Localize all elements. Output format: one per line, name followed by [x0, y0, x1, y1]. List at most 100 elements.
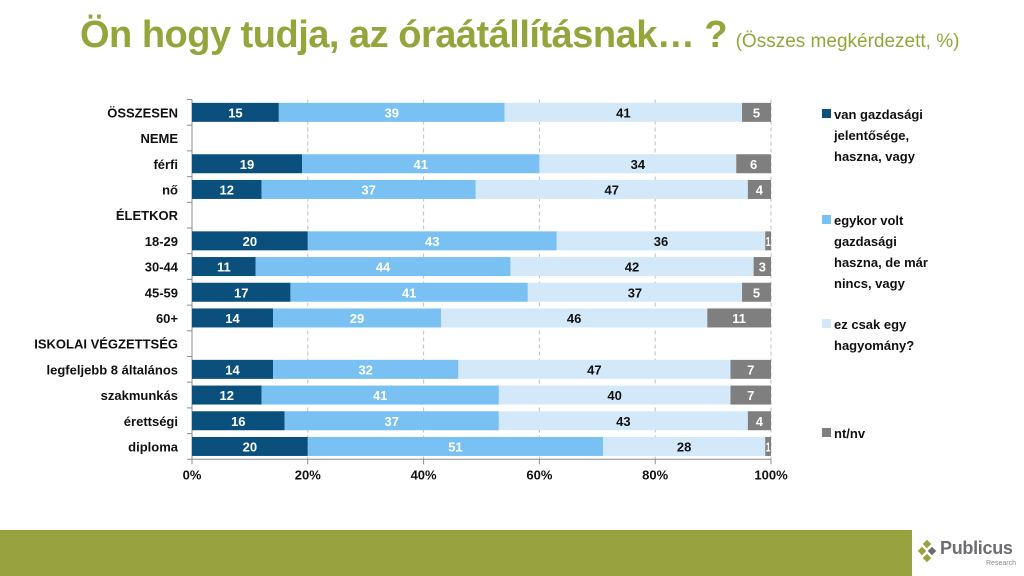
legend-label-line: jelentősége,: [834, 128, 910, 143]
bar-segment: [539, 154, 737, 174]
data-label: 7: [747, 362, 754, 377]
bar-segment: [498, 385, 731, 405]
data-label: 20: [243, 234, 257, 249]
bar-segment: [747, 179, 771, 199]
data-label: 36: [654, 234, 668, 249]
footer-band: [0, 530, 912, 576]
category-label: 18-29: [145, 234, 178, 249]
category-label: ÖSSZESEN: [107, 105, 178, 120]
bar-segment: [192, 154, 303, 174]
bar-segment: [192, 411, 285, 431]
bar-segment: [192, 179, 262, 199]
data-label: 19: [240, 157, 254, 172]
bar-segment: [730, 385, 771, 405]
data-label: 15: [228, 105, 242, 120]
bar-segment: [302, 154, 540, 174]
bar-segment: [192, 359, 274, 379]
category-label: érettségi: [124, 414, 178, 429]
bar-segment: [273, 308, 441, 328]
category-label: ISKOLAI VÉGZETTSÉG: [34, 337, 178, 352]
data-label: 1: [766, 439, 771, 454]
chart-title: Ön hogy tudja, az óraátállításnak… ? (Ös…: [80, 14, 959, 57]
bar-segment: [290, 282, 528, 302]
bar-segment: [192, 385, 262, 405]
bar-segment: [458, 359, 731, 379]
data-label: 29: [350, 311, 364, 326]
legend-label-line: haszna, de már: [834, 255, 928, 270]
x-tick-label: 80%: [642, 467, 668, 482]
legend-label-line: hagyomány?: [834, 338, 915, 353]
bar-segment: [255, 257, 511, 277]
bar-segment: [742, 102, 771, 122]
logo-diamonds-icon: [917, 540, 937, 563]
category-label: 45-59: [145, 285, 178, 300]
category-label: legfeljebb 8 általános: [47, 362, 179, 377]
publicus-logo: Publicus Research: [916, 536, 1024, 574]
bar-segment: [556, 231, 766, 251]
category-label: 60+: [156, 311, 178, 326]
bar-segment: [284, 411, 499, 431]
bar-segment: [510, 257, 754, 277]
logo-word: Publicus: [940, 538, 1013, 558]
bar-segment: [192, 282, 291, 302]
legend-item: egykor volt gazdasági haszna, de már nincs,…: [822, 210, 1014, 294]
bar-segment: [261, 385, 499, 405]
data-label: 41: [373, 388, 387, 403]
data-label: 16: [231, 414, 245, 429]
legend-swatch: [822, 109, 831, 118]
x-tick-label: 60%: [526, 467, 552, 482]
data-label: 17: [234, 285, 248, 300]
legend-item: ez csak egy hagyomány?: [822, 314, 1014, 356]
data-label: 42: [625, 260, 639, 275]
bar-segment: [278, 102, 505, 122]
bar-segment: [192, 231, 308, 251]
category-label: diploma: [128, 439, 179, 454]
data-label: 4: [756, 414, 764, 429]
bar-segment: [307, 436, 604, 456]
data-label: 5: [753, 285, 760, 300]
data-label: 41: [616, 105, 630, 120]
title-subtitle: (Összes megkérdezett, %): [735, 31, 960, 52]
data-label: 41: [402, 285, 416, 300]
bar-segment: [742, 282, 771, 302]
category-label: NEME: [140, 131, 178, 146]
data-label: 4: [756, 182, 764, 197]
bar-segment: [736, 154, 771, 174]
legend-label-line: nt/nv: [834, 426, 866, 441]
x-tick-label: 100%: [754, 467, 788, 482]
bar-segment: [603, 436, 766, 456]
data-label: 11: [217, 260, 231, 275]
bar-segment: [747, 411, 771, 431]
x-tick-label: 40%: [411, 467, 437, 482]
data-label: 32: [358, 362, 372, 377]
legend-item: nt/nv: [822, 423, 1014, 444]
bar-segment: [765, 231, 771, 251]
bar-segment: [504, 102, 743, 122]
legend-swatch: [822, 319, 831, 328]
category-label: férfi: [153, 157, 178, 172]
data-label: 12: [220, 182, 234, 197]
data-label: 14: [225, 311, 240, 326]
legend-swatch: [822, 428, 831, 437]
x-tick-label: 20%: [295, 467, 321, 482]
category-label: nő: [162, 182, 178, 197]
legend-item: van gazdasági jelentősége, haszna, vagy: [822, 104, 1014, 167]
data-label: 20: [243, 439, 257, 454]
data-label: 43: [616, 414, 630, 429]
x-tick-label: 0%: [183, 467, 202, 482]
legend-label-line: haszna, vagy: [834, 149, 915, 164]
legend-label-line: egykor volt: [834, 213, 904, 228]
bar-segment: [307, 231, 557, 251]
data-label: 28: [677, 439, 691, 454]
data-label: 34: [631, 157, 646, 172]
legend-label-line: van gazdasági: [834, 107, 923, 122]
data-label: 37: [361, 182, 375, 197]
bar-segment: [753, 257, 771, 277]
data-label: 44: [376, 260, 391, 275]
category-label: szakmunkás: [101, 388, 178, 403]
bar-segment: [527, 282, 743, 302]
bar-segment: [261, 179, 476, 199]
data-label: 7: [747, 388, 754, 403]
data-label: 41: [413, 157, 427, 172]
